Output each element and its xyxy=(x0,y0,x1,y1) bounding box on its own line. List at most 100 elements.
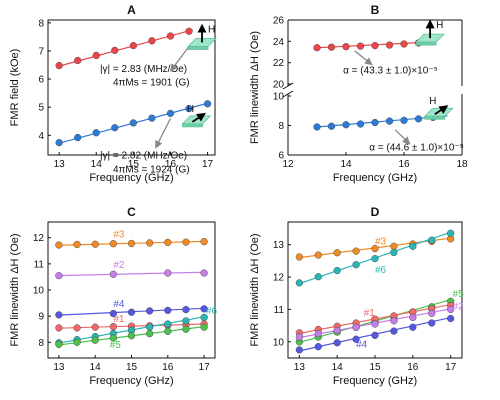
y-tick-label: 10 xyxy=(273,337,285,348)
data-point xyxy=(342,43,350,51)
data-point xyxy=(385,117,394,125)
data-point xyxy=(428,319,436,327)
data-point xyxy=(73,338,81,346)
data-point xyxy=(327,43,336,51)
series-sample-2: #2 xyxy=(295,301,464,341)
data-point xyxy=(74,133,82,142)
series-sample-3: #3 xyxy=(55,230,208,249)
data-point xyxy=(129,119,137,127)
y-tick-label: 13 xyxy=(273,240,285,251)
x-tick-label: 13 xyxy=(294,362,306,373)
data-point xyxy=(371,118,379,127)
annotation-text: 4πMs = 1924 (G) xyxy=(113,164,190,175)
data-point xyxy=(55,340,63,349)
data-point xyxy=(314,330,322,338)
x-tick-label: 14 xyxy=(332,362,344,373)
data-point xyxy=(371,254,379,263)
data-point xyxy=(73,324,81,332)
data-point xyxy=(390,242,398,250)
data-point xyxy=(371,320,379,328)
y-tick-label: 26 xyxy=(273,16,285,27)
y-tick-label: 7 xyxy=(38,46,44,57)
data-point xyxy=(55,241,63,249)
y-tick-label: 8 xyxy=(38,18,44,29)
y-tick-label: 8 xyxy=(278,121,284,132)
data-point xyxy=(164,320,172,328)
series-label: #3 xyxy=(375,237,387,248)
data-point xyxy=(371,331,379,339)
sample-slab-edge xyxy=(415,41,437,46)
sample-slab-edge xyxy=(187,46,209,50)
data-point xyxy=(182,325,190,333)
data-point xyxy=(166,109,175,117)
y-tick-label: 6 xyxy=(278,151,284,162)
data-point xyxy=(164,269,172,277)
annotation-text: |γ| = 2.83 (MHz/Oe) xyxy=(100,64,187,75)
x-tick-label: 14 xyxy=(90,362,102,373)
y-tick-label: 9 xyxy=(38,312,44,323)
data-point xyxy=(91,336,99,344)
x-axis-label: Frequency (GHz) xyxy=(333,375,417,387)
field-label: H xyxy=(208,25,215,36)
y-tick-label: 8 xyxy=(38,338,44,349)
data-point xyxy=(164,238,172,247)
data-point xyxy=(109,240,117,248)
x-tick-label: 15 xyxy=(126,362,138,373)
series-sample-5: #5 xyxy=(295,289,464,346)
data-point xyxy=(55,139,63,147)
annotation-arrow xyxy=(155,118,172,149)
series-label: #1 xyxy=(364,308,376,319)
data-point xyxy=(185,27,193,35)
data-point xyxy=(73,240,81,249)
series-sample-4: #4 xyxy=(55,299,208,319)
series-label: #1 xyxy=(113,314,125,325)
data-point xyxy=(111,46,119,54)
series-label: #4 xyxy=(356,340,368,351)
data-point xyxy=(352,261,360,269)
series-label: #2 xyxy=(113,260,125,271)
data-point xyxy=(314,273,322,281)
panel-d: D 13 14 15 16 17 10 11 12 13 Frequency (GHz) FMR li… xyxy=(249,205,464,387)
field-direction-arrow-icon xyxy=(434,105,449,115)
y-tick-label: 11 xyxy=(274,305,285,316)
x-axis-label: Frequency (GHz) xyxy=(89,375,173,387)
data-point xyxy=(313,123,321,131)
data-point xyxy=(127,308,136,316)
data-point xyxy=(164,306,172,315)
x-tick-label: 13 xyxy=(54,159,66,170)
panel-a: A 13 14 15 16 17 4 5 6 7 8 Frequency (GHz) FMR field… xyxy=(9,3,217,184)
data-point xyxy=(428,236,436,244)
data-point xyxy=(166,32,175,40)
x-tick-label: 17 xyxy=(445,362,457,373)
data-point xyxy=(409,242,417,250)
data-point xyxy=(127,239,136,248)
data-point xyxy=(200,238,208,246)
x-tick-label: 13 xyxy=(53,362,65,373)
series-label: #4 xyxy=(113,299,125,310)
annotation-text: α = (43.3 ± 1.0)×10⁻⁵ xyxy=(343,65,438,76)
y-tick-label: 12 xyxy=(33,233,45,244)
data-point xyxy=(400,40,408,48)
data-point xyxy=(371,244,379,253)
data-point xyxy=(327,122,336,130)
x-tick-label: 18 xyxy=(456,159,468,170)
data-point xyxy=(295,279,303,287)
data-point xyxy=(352,247,360,255)
data-point xyxy=(146,323,154,331)
x-tick-label: 16 xyxy=(162,362,174,373)
x-tick-label: 14 xyxy=(91,159,103,170)
data-point xyxy=(148,114,156,122)
data-point xyxy=(295,253,303,261)
field-direction-arrow-icon xyxy=(191,112,206,123)
data-point xyxy=(55,311,63,319)
x-tick-label: 14 xyxy=(340,159,352,170)
plot-frame xyxy=(47,19,216,156)
series-label: #5 xyxy=(110,340,122,351)
series-sample-6: #6 xyxy=(295,229,455,287)
data-point xyxy=(91,240,99,248)
field-label: H xyxy=(436,20,443,31)
series-sample-2: #2 xyxy=(55,260,208,280)
data-point xyxy=(447,314,455,323)
data-point xyxy=(109,270,117,278)
data-point xyxy=(414,115,423,123)
